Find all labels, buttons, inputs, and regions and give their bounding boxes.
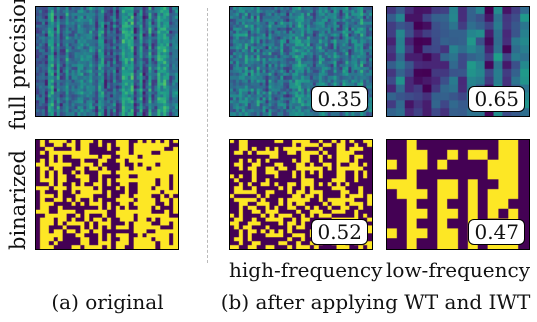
panel-fp-high: 0.35 xyxy=(229,6,373,117)
col-label-high-frequency: high-frequency xyxy=(229,258,383,282)
row-label-full-precision: full precision xyxy=(6,0,30,130)
col-label-low-frequency: low-frequency xyxy=(386,258,531,282)
value-badge: 0.52 xyxy=(311,219,368,245)
panel-bin-low: 0.47 xyxy=(386,139,530,250)
value-badge: 0.35 xyxy=(311,86,368,112)
value-badge: 0.65 xyxy=(468,86,525,112)
panel-fp-original xyxy=(35,6,179,117)
panel-bin-high: 0.52 xyxy=(229,139,373,250)
value-badge: 0.47 xyxy=(468,219,525,245)
caption-a: (a) original xyxy=(51,290,164,314)
panel-fp-low: 0.65 xyxy=(386,6,530,117)
caption-b: (b) after applying WT and IWT xyxy=(220,290,531,314)
row-label-binarized: binarized xyxy=(6,150,30,250)
divider xyxy=(207,8,208,263)
panel-bin-original xyxy=(35,139,179,250)
